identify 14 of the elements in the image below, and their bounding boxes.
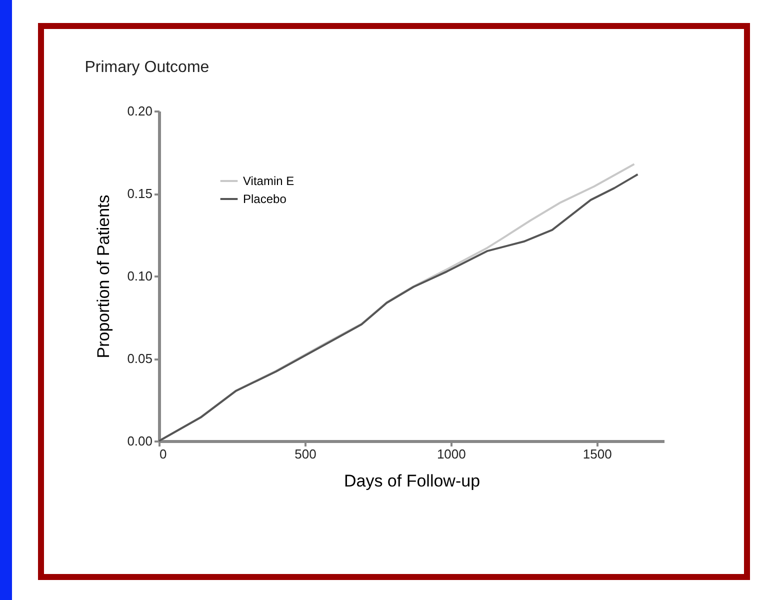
x-tick-label: 500 <box>294 446 316 462</box>
x-tick-label: 1500 <box>582 446 612 462</box>
y-tick-label: 0.00 <box>127 434 152 448</box>
y-tick-label: 0.20 <box>127 104 152 118</box>
y-tick-label: 0.15 <box>127 186 152 201</box>
y-tick-label: 0.10 <box>127 268 152 284</box>
legend-label: Placebo <box>243 192 287 206</box>
legend-label: Vitamin E <box>243 174 294 188</box>
y-axis-title: Proportion of Patients <box>94 194 114 358</box>
x-tick-label: 0 <box>160 446 167 462</box>
y-tick-label: 0.05 <box>127 351 152 366</box>
x-axis-title: Days of Follow-up <box>344 472 480 490</box>
x-tick-label: 1000 <box>436 446 466 462</box>
chart-title: Primary Outcome <box>84 59 210 76</box>
